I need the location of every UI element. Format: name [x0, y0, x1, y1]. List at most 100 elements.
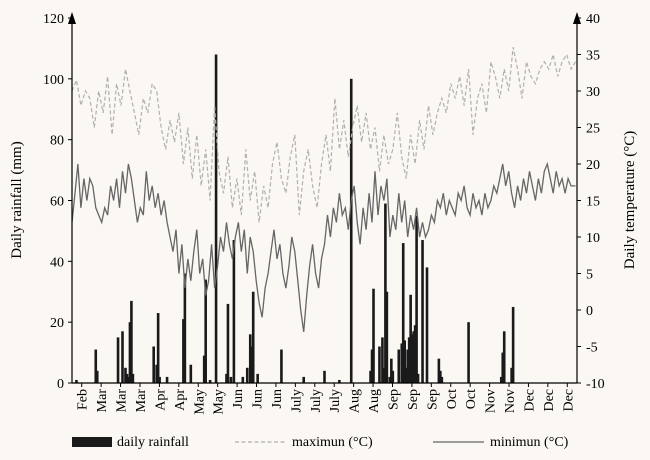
rainfall-bar — [440, 376, 444, 383]
rainfall-bar — [125, 373, 129, 384]
right-axis-ticks: -10 -5 0 5 10 15 20 25 30 35 40 — [577, 12, 605, 392]
minimum-temperature-line — [71, 161, 576, 332]
left-tick-label: 40 — [50, 255, 64, 270]
left-tick-label: 100 — [43, 73, 64, 88]
x-tick-label: July — [328, 389, 343, 412]
rainfall-bar — [183, 273, 187, 383]
rainfall-bar — [256, 373, 259, 384]
x-tick-label: Mar — [134, 389, 149, 413]
x-tick-label: Sep — [387, 389, 402, 410]
x-tick-label: Jun — [270, 389, 285, 408]
rainfall-bar — [467, 322, 470, 383]
rainfall-bar — [226, 303, 230, 383]
x-tick-label: May — [192, 389, 207, 415]
rainfall-bar — [229, 376, 233, 383]
right-tick-label: 40 — [586, 12, 600, 27]
rainfall-bar — [189, 364, 193, 383]
rainfall-bar — [121, 331, 124, 383]
maximum-temperature-line — [71, 47, 577, 223]
rainfall-bar — [204, 279, 207, 383]
rainfall-bar — [323, 370, 326, 383]
rainfall-bar — [302, 376, 306, 383]
rainfall-bar — [501, 352, 505, 383]
left-tick-label: 20 — [50, 316, 64, 331]
rainfall-bar — [156, 313, 160, 383]
x-tick-label: Dec — [561, 389, 576, 412]
rainfall-bar — [384, 203, 387, 383]
rainfall-bar — [251, 291, 255, 383]
x-tick-label: Aug — [367, 389, 382, 413]
x-tick-label: Apr — [153, 389, 168, 411]
right-tick-label: 20 — [586, 158, 600, 173]
rainfall-bar — [388, 376, 392, 383]
x-axis-ticks: Feb Mar Mar Mar Apr Apr May May Jun Jun Jun July Jul… — [76, 383, 576, 415]
right-tick-label: 5 — [586, 268, 593, 283]
rainfall-bar — [250, 346, 254, 383]
x-tick-label: Jun — [251, 389, 266, 408]
x-tick-label: May — [212, 389, 227, 415]
rainfall-bar — [280, 349, 283, 383]
x-tick-label: July — [289, 389, 304, 412]
x-tick-label: Mar — [115, 389, 130, 413]
left-tick-label: 0 — [57, 377, 64, 392]
rainfall-bar — [165, 376, 169, 383]
x-tick-label: Dec — [522, 389, 537, 412]
x-tick-label: Oct — [445, 389, 460, 409]
rainfall-bar — [381, 337, 384, 384]
x-tick-label: Nov — [484, 389, 499, 413]
rainfall-bar — [208, 379, 212, 383]
rainfall-bar — [369, 370, 372, 383]
rainfall-bar — [439, 370, 442, 383]
left-axis-label: Daily rainfall (mm) — [9, 141, 25, 258]
rainfall-bar — [502, 331, 506, 383]
legend-label-minimum: minimun (°C) — [490, 435, 569, 450]
x-tick-label: Feb — [76, 389, 91, 410]
rainfall-bar — [404, 367, 408, 383]
rainfall-bar — [131, 373, 135, 384]
legend: daily rainfall maximun (°C) minimun (°C) — [72, 435, 569, 450]
rainfall-bar — [397, 349, 401, 383]
x-tick-label: Apr — [173, 389, 188, 411]
rainfall-bar — [349, 78, 353, 383]
rainfall-bar — [390, 358, 393, 383]
rainfall-bar — [403, 340, 407, 383]
rainfall-bar — [378, 346, 381, 383]
rainfall-bar — [155, 364, 158, 383]
rainfall-bar — [412, 331, 415, 383]
x-tick-label: July — [309, 389, 324, 412]
rainfall-bar — [128, 322, 132, 383]
rainfall-bar — [95, 370, 99, 383]
x-tick-label: Sep — [425, 389, 440, 410]
rainfall-bar — [510, 367, 513, 383]
rainfall-bar — [338, 379, 341, 383]
right-tick-label: 35 — [586, 49, 600, 64]
rainfall-bar — [248, 334, 252, 383]
rainfall-bar — [391, 370, 395, 383]
rainfall-bar — [94, 349, 98, 383]
rainfall-bar — [127, 376, 130, 383]
rainfall-bar — [382, 367, 386, 383]
rainfall-bar — [421, 240, 424, 383]
left-tick-label: 80 — [50, 134, 64, 149]
rainfall-bar — [409, 294, 412, 383]
right-tick-label: 30 — [586, 85, 600, 100]
rainfall-bar — [400, 343, 404, 383]
rainfall-bar — [182, 319, 185, 384]
left-tick-label: 120 — [43, 12, 64, 27]
legend-label-rainfall: daily rainfall — [117, 435, 189, 450]
x-tick-label: Jun — [231, 389, 246, 408]
rainfall-bar — [425, 267, 429, 383]
rainfall-bar — [499, 376, 503, 383]
rainfall-bar — [232, 240, 236, 383]
rainfall-bar — [437, 358, 441, 383]
legend-swatch-rainfall — [72, 437, 112, 447]
rainfall-bar — [202, 355, 206, 384]
rainfall-bars — [75, 54, 515, 384]
x-tick-label: Aug — [348, 389, 363, 413]
right-tick-label: -5 — [586, 341, 598, 356]
x-tick-label: Oct — [464, 389, 479, 409]
x-tick-label: Mar — [95, 389, 110, 413]
rainfall-bar — [407, 337, 411, 384]
rainfall-bar — [413, 325, 417, 383]
